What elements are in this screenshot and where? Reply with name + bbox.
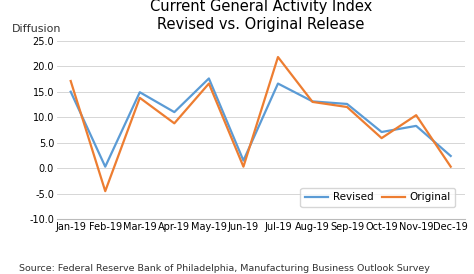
Text: Source: Federal Reserve Bank of Philadelphia, Manufacturing Business Outlook Sur: Source: Federal Reserve Bank of Philadel…	[19, 264, 430, 273]
Original	[275, 55, 281, 59]
Revised	[241, 159, 246, 162]
Original	[102, 190, 108, 193]
Line: Original: Original	[71, 57, 451, 191]
Revised	[379, 130, 384, 134]
Revised	[448, 154, 454, 158]
Original	[241, 165, 246, 168]
Original	[413, 113, 419, 117]
Title: Current General Activity Index
Revised vs. Original Release: Current General Activity Index Revised v…	[150, 0, 372, 32]
Revised	[413, 124, 419, 127]
Revised	[137, 91, 143, 94]
Text: Diffusion: Diffusion	[12, 24, 62, 34]
Revised	[68, 90, 73, 93]
Original	[448, 165, 454, 168]
Original	[172, 122, 177, 125]
Revised	[172, 110, 177, 114]
Original	[310, 100, 315, 104]
Legend: Revised, Original: Revised, Original	[301, 188, 455, 207]
Original	[344, 105, 350, 109]
Revised	[206, 77, 212, 80]
Revised	[310, 100, 315, 103]
Original	[379, 136, 384, 140]
Revised	[344, 102, 350, 105]
Revised	[275, 82, 281, 85]
Original	[68, 79, 73, 83]
Line: Revised: Revised	[71, 78, 451, 167]
Original	[137, 96, 143, 99]
Revised	[102, 165, 108, 168]
Original	[206, 82, 212, 85]
